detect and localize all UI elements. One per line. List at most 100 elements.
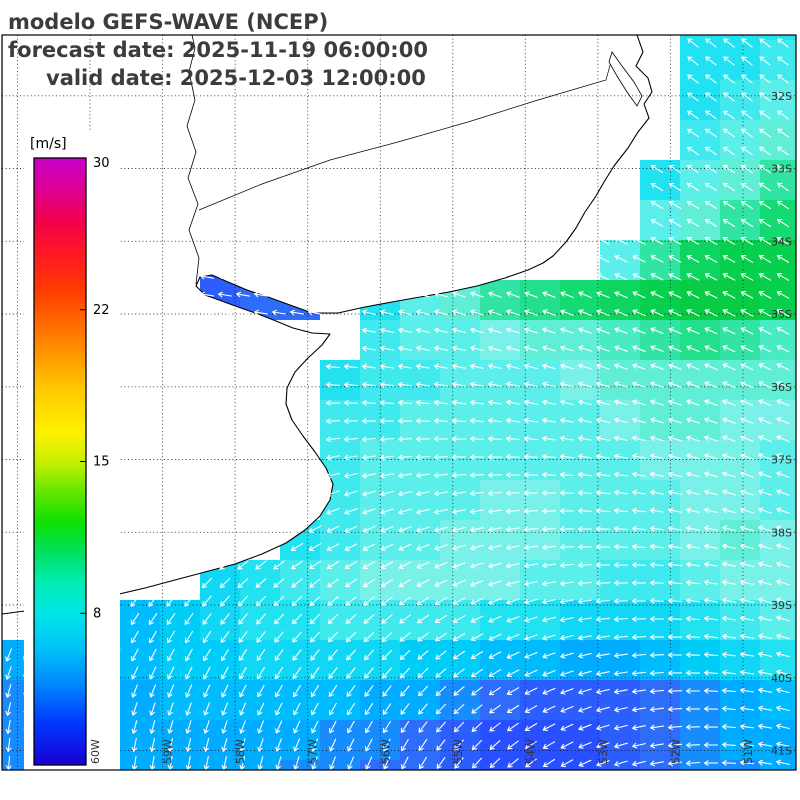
field-cell	[600, 280, 640, 320]
longitude-labels: 60W 59W 58W 57W 56W 55W 54W 53W 52W 51W	[89, 739, 755, 764]
field-cell	[240, 640, 280, 680]
field-cell	[680, 480, 720, 520]
field-cell	[560, 680, 600, 720]
map-frame	[1, 34, 797, 771]
colorbar-tick-label: 30	[93, 156, 110, 171]
field-cell	[120, 640, 160, 680]
field-cell	[520, 520, 560, 560]
lon-label: 51W	[742, 739, 755, 764]
field-cell	[680, 120, 720, 160]
field-cell	[160, 760, 200, 770]
coastal-lagoon	[608, 51, 643, 107]
field-cell	[760, 560, 796, 600]
field-cell	[600, 720, 640, 760]
field-cell	[520, 680, 560, 720]
field-cell	[440, 680, 480, 720]
field-cell	[680, 360, 720, 400]
field-cell	[360, 320, 400, 360]
field-cell	[760, 320, 796, 360]
field-cell	[520, 360, 560, 400]
field-cell	[360, 760, 400, 770]
field-cell	[320, 640, 360, 680]
field-cell	[640, 280, 680, 320]
field-cell	[600, 760, 640, 770]
field-cell	[640, 760, 680, 770]
field-cell	[160, 720, 200, 760]
land-layer	[2, 35, 653, 615]
title-block: modelo GEFS-WAVE (NCEP) forecast date: 2…	[8, 8, 428, 92]
field-cell	[680, 520, 720, 560]
field-cell	[640, 480, 680, 520]
field-cell	[720, 35, 760, 40]
field-cell	[520, 480, 560, 520]
lat-label: 41S	[771, 745, 792, 758]
field-cell	[400, 520, 440, 560]
field-cell	[600, 520, 640, 560]
field-cell	[760, 40, 796, 80]
forecast-date-line: forecast date: 2025-11-19 06:00:00	[8, 38, 428, 62]
field-cell	[720, 80, 760, 120]
field-cell	[440, 320, 480, 360]
field-cell	[480, 560, 520, 600]
field-cell	[480, 600, 520, 640]
field-cell	[720, 120, 760, 160]
colorbar-tick-label: 15	[93, 455, 110, 470]
field-cell	[680, 200, 720, 240]
field-cell	[640, 160, 680, 200]
lat-label: 39S	[771, 599, 792, 612]
coastline-land	[2, 35, 653, 615]
field-cell	[200, 760, 240, 770]
field-cell	[680, 35, 720, 40]
field-cell	[120, 760, 160, 770]
field-cell	[480, 400, 520, 440]
field-cell	[680, 760, 720, 770]
field-cell	[160, 640, 200, 680]
field-cell	[640, 400, 680, 440]
lat-label: 32S	[771, 90, 792, 103]
field-cell	[680, 160, 720, 200]
field-cell	[720, 360, 760, 400]
field-cell	[600, 240, 640, 280]
field-cell	[480, 640, 520, 680]
field-cell	[720, 160, 760, 200]
field-cell	[400, 720, 440, 760]
field-cell	[480, 320, 520, 360]
field-cell	[520, 280, 560, 320]
field-cell	[760, 760, 796, 770]
field-cell	[400, 400, 440, 440]
field-cell	[680, 720, 720, 760]
field-cell	[760, 360, 796, 400]
field-cell	[480, 480, 520, 520]
field-cell	[2, 760, 40, 770]
field-cell	[120, 600, 160, 640]
field-cell	[640, 560, 680, 600]
field-cell	[720, 280, 760, 320]
field-cell	[640, 640, 680, 680]
lat-label: 36S	[771, 381, 792, 394]
field-cell	[320, 680, 360, 720]
field-cell	[240, 720, 280, 760]
lon-label: 54W	[524, 739, 537, 764]
field-cell	[520, 760, 560, 770]
field-cell	[640, 600, 680, 640]
field-cell	[400, 600, 440, 640]
field-cell	[480, 520, 520, 560]
field-cell	[280, 640, 320, 680]
field-cell	[280, 760, 320, 770]
field-cell	[120, 680, 160, 720]
field-cell	[360, 360, 400, 400]
lon-label: 57W	[307, 739, 320, 764]
field-cell	[720, 680, 760, 720]
field-cell	[680, 80, 720, 120]
field-cell	[680, 680, 720, 720]
field-cell	[720, 480, 760, 520]
field-cell	[160, 600, 200, 640]
field-cell	[720, 440, 760, 480]
field-cell	[560, 320, 600, 360]
field-cell	[640, 680, 680, 720]
field-cell	[680, 440, 720, 480]
lon-label: 56W	[379, 739, 392, 764]
field-cell	[640, 440, 680, 480]
